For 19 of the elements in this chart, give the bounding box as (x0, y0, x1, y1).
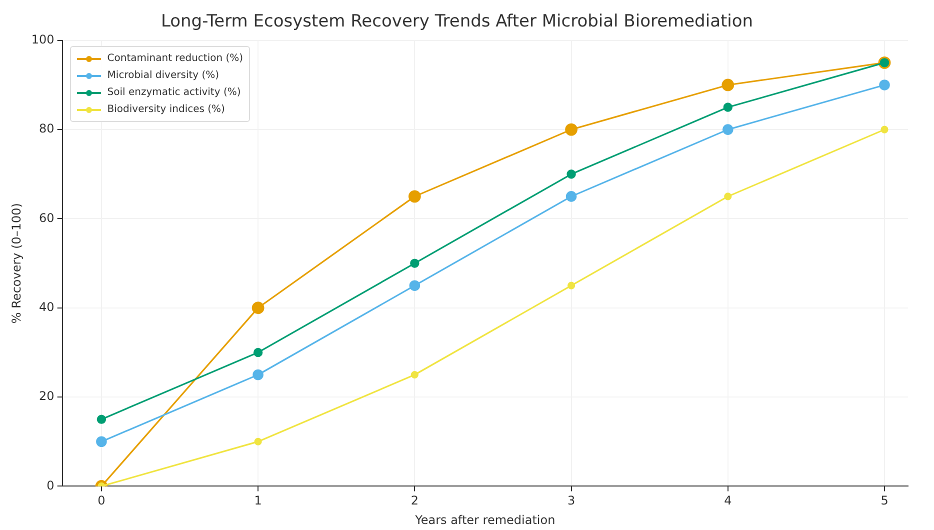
y-axis-title: % Recovery (0–100) (9, 203, 24, 324)
legend-label: Contaminant reduction (%) (107, 53, 244, 64)
x-tick-label: 4 (724, 494, 732, 508)
chart-title: Long-Term Ecosystem Recovery Trends After Microbial Bioremediation (160, 12, 754, 32)
legend-label: Biodiversity indices (%) (107, 104, 225, 116)
legend-label: Microbial diversity (%) (107, 70, 220, 82)
legend-label: Soil enzymatic activity (%) (107, 87, 241, 98)
x-tick-label: 2 (410, 494, 418, 508)
y-tick-label: 0 (46, 478, 54, 492)
y-tick-label: 20 (39, 389, 54, 404)
x-tick-label: 0 (98, 494, 106, 508)
x-tick-label: 3 (567, 494, 576, 508)
y-tick-label: 80 (39, 122, 54, 136)
x-tick-label: 1 (254, 494, 262, 508)
y-tick-label: 100 (31, 32, 54, 47)
x-tick-label: 5 (880, 494, 888, 508)
y-tick-label: 40 (39, 300, 54, 314)
x-axis-title: Years after remediation (414, 512, 556, 527)
y-tick-label: 60 (39, 210, 54, 225)
